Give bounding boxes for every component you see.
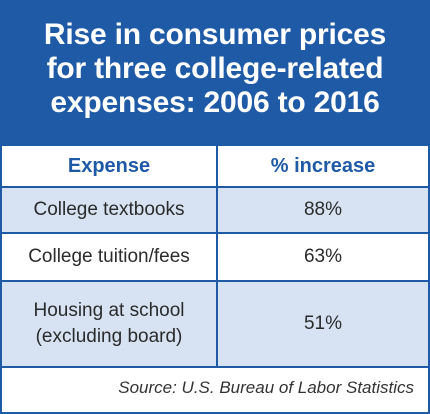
- title-line-1: Rise in consumer prices: [43, 18, 387, 51]
- source-note: Source: U.S. Bureau of Labor Statistics: [2, 366, 428, 412]
- increase-cell-housing: 51%: [216, 282, 428, 366]
- expense-housing-line-2: (excluding board): [35, 326, 183, 347]
- expense-cell-tuition: College tuition/fees: [28, 246, 190, 267]
- expense-cell-housing: Housing at school (excluding board): [2, 282, 216, 366]
- increase-cell-textbooks: 88%: [216, 188, 428, 232]
- title-line-2: for three college-related: [46, 52, 384, 85]
- increase-cell-tuition: 63%: [216, 234, 428, 280]
- column-header-expense: Expense: [67, 154, 151, 177]
- table-row: College textbooks 88%: [2, 186, 428, 232]
- header-row: Expense % increase: [2, 144, 428, 186]
- column-header-increase: % increase: [216, 146, 428, 186]
- table-row: College tuition/fees 63%: [2, 232, 428, 280]
- expense-housing-line-1: Housing at school: [33, 300, 185, 321]
- expense-cell-textbooks: College textbooks: [33, 199, 185, 220]
- table-title: Rise in consumer prices for three colleg…: [2, 2, 428, 144]
- title-line-3: expenses: 2006 to 2016: [50, 86, 380, 119]
- table-row: Housing at school (excluding board) 51%: [2, 280, 428, 366]
